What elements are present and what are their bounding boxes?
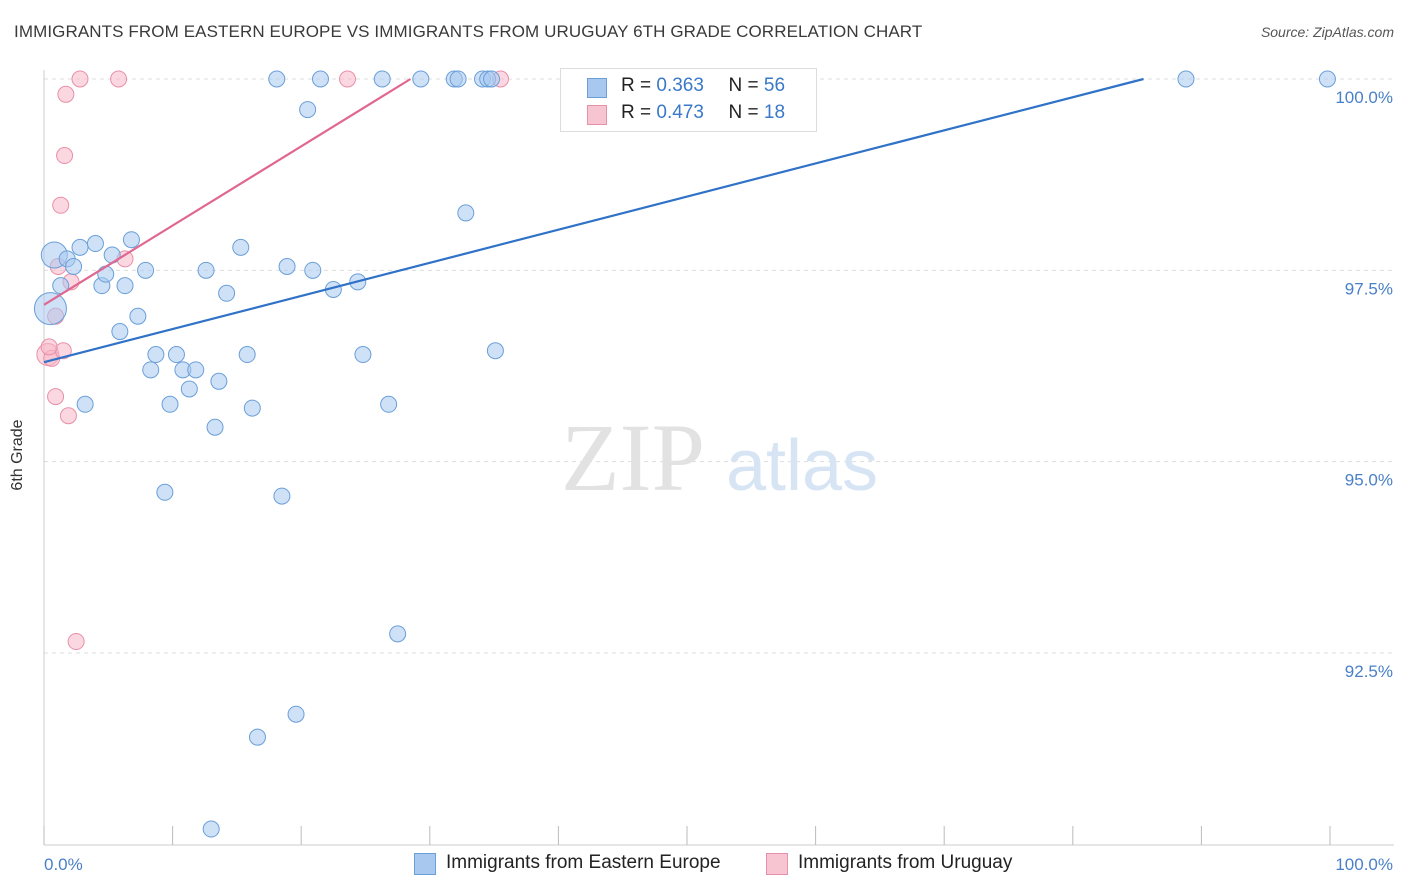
eastern-europe-point [129,307,147,325]
uruguay-point [57,85,75,103]
eastern-europe-point [156,483,174,501]
eastern-europe-point [147,346,165,364]
eastern-europe-point [243,399,261,417]
eastern-europe-point [142,361,160,379]
bottom-legend-label-1: Immigrants from Eastern Europe [446,852,721,873]
watermark-atlas: atlas [726,426,878,506]
y-tick-label: 100.0% [1335,88,1393,107]
bottom-legend-swatch-pink [766,853,788,875]
uruguay-point [52,196,70,214]
grid-layer [44,78,1394,654]
legend-r-label: R = [621,102,652,123]
eastern-europe-point [210,372,228,390]
legend-n-value-2: 18 [763,102,786,123]
eastern-europe-point [97,265,115,283]
uruguay-point [110,70,128,88]
eastern-europe-point [1177,70,1195,88]
bottom-legend-label-2: Immigrants from Uruguay [798,852,1013,873]
eastern-europe-point [304,261,322,279]
legend-r-value-2: 0.473 [656,102,704,123]
legend-r-value-1: 0.363 [656,75,704,96]
eastern-europe-point [483,70,501,88]
uruguay-trendline [43,78,412,306]
eastern-europe-point [273,487,291,505]
eastern-europe-point [449,70,467,88]
chart-title: IMMIGRANTS FROM EASTERN EUROPE VS IMMIGR… [14,22,923,41]
legend-n-label: N = [728,75,759,96]
y-tick-label: 95.0% [1345,471,1393,490]
eastern-europe-point [238,346,256,364]
uruguay-point [67,633,85,651]
eastern-europe-point [1318,70,1336,88]
eastern-europe-point [268,70,286,88]
y-axis-label: 6th Grade [9,419,26,491]
eastern-europe-trendline [43,77,1144,364]
y-tick-label: 92.5% [1345,662,1393,681]
eastern-europe-point [457,204,475,222]
bottom-legend-swatch-blue [414,853,436,875]
eastern-europe-point [86,235,104,253]
x-tick-label: 100.0% [1335,855,1393,874]
eastern-europe-point [167,346,185,364]
series-uruguay-points [36,70,510,651]
eastern-europe-point [373,70,391,88]
eastern-europe-point [218,284,236,302]
y-tick-label: 97.5% [1345,279,1393,298]
eastern-europe-point [278,258,296,276]
legend-r-label: R = [621,75,652,96]
trend-lines [43,77,1144,364]
eastern-europe-point [33,292,67,326]
watermark: ZIP atlas [561,404,878,511]
uruguay-point [40,338,58,356]
eastern-europe-point [76,395,94,413]
tick-labels: 100.0% 97.5% 95.0% 92.5% 0.0% 100.0% [44,88,1393,874]
eastern-europe-point [137,261,155,279]
eastern-europe-point [412,70,430,88]
eastern-europe-point [116,277,134,295]
eastern-europe-point [389,625,407,643]
watermark-zip: ZIP [561,404,705,511]
eastern-europe-point [161,395,179,413]
uruguay-point [56,147,74,165]
eastern-europe-point [311,70,329,88]
uruguay-point [47,388,65,406]
eastern-europe-point [187,361,205,379]
legend-swatch-pink [587,105,607,125]
eastern-europe-point [111,323,129,341]
eastern-europe-point [354,346,372,364]
eastern-europe-point [65,258,83,276]
eastern-europe-point [287,705,305,723]
eastern-europe-point [380,395,398,413]
axis-layer [43,70,1394,846]
eastern-europe-point [122,231,140,249]
legend-swatch-blue [587,78,607,98]
uruguay-point [338,70,356,88]
eastern-europe-point [197,261,215,279]
x-tick-label: 0.0% [44,855,83,874]
eastern-europe-point [202,820,220,838]
eastern-europe-point [232,238,250,256]
eastern-europe-point [71,238,89,256]
legend-n-value-1: 56 [763,75,786,96]
legend-n-label: N = [728,102,759,123]
correlation-legend: R = 0.363 N = 56 R = 0.473 N = 18 [560,68,817,132]
eastern-europe-point [180,380,198,398]
eastern-europe-point [248,728,266,746]
source-credit: Source: ZipAtlas.com [1260,24,1394,40]
eastern-europe-point [206,418,224,436]
uruguay-point [59,407,77,425]
eastern-europe-point [299,101,317,119]
uruguay-point [71,70,89,88]
series-eastern-europe-points [33,70,1336,838]
eastern-europe-point [486,342,504,360]
